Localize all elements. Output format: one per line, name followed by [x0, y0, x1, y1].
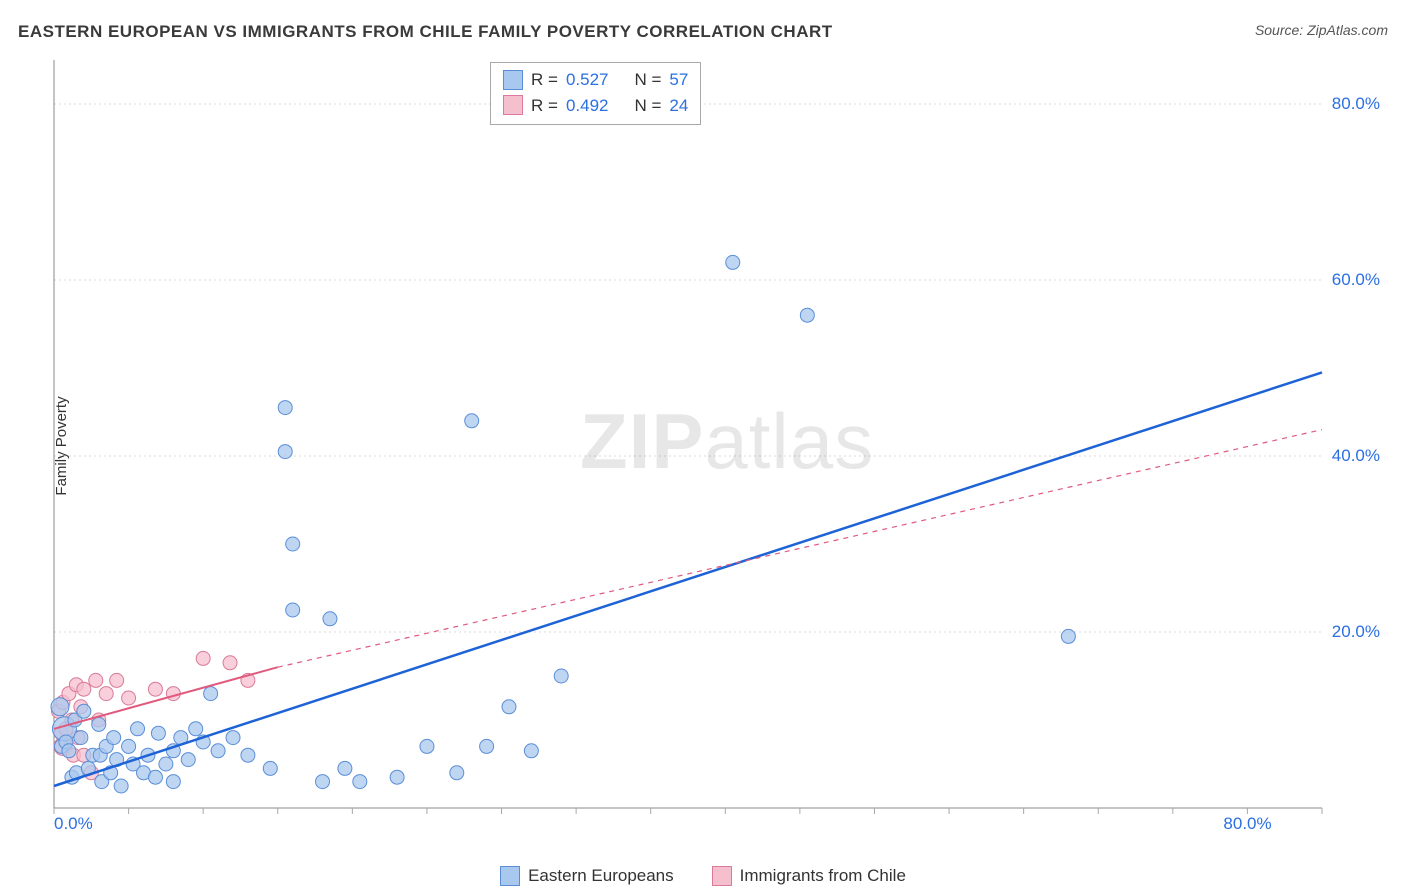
legend-label: Immigrants from Chile: [740, 866, 906, 886]
legend-item-immigrants-chile: Immigrants from Chile: [712, 866, 906, 886]
stats-legend-box: R = 0.527 N = 57 R = 0.492 N = 24: [490, 62, 701, 125]
chart-title: EASTERN EUROPEAN VS IMMIGRANTS FROM CHIL…: [18, 22, 833, 42]
y-tick-label: 80.0%: [1332, 94, 1380, 114]
stats-r-label: R =: [531, 93, 558, 119]
legend-swatch-icon: [712, 866, 732, 886]
stats-n-label: N =: [634, 67, 661, 93]
y-tick-label: 20.0%: [1332, 622, 1380, 642]
x-tick-label: 0.0%: [54, 814, 93, 834]
y-tick-label: 40.0%: [1332, 446, 1380, 466]
stats-swatch-icon: [503, 70, 523, 90]
stats-r-label: R =: [531, 67, 558, 93]
stats-r-value: 0.492: [566, 93, 609, 119]
legend-item-eastern-europeans: Eastern Europeans: [500, 866, 674, 886]
series-legend: Eastern Europeans Immigrants from Chile: [0, 866, 1406, 886]
plot-area: ZIPatlas R =0.527N =57R =0.492N =24 20.0…: [50, 56, 1380, 832]
stats-r-value: 0.527: [566, 67, 609, 93]
stats-n-value: 57: [669, 67, 688, 93]
stats-row: R = 0.527 N = 57: [503, 67, 688, 93]
x-tick-label: 80.0%: [1223, 814, 1271, 834]
source-attribution: Source: ZipAtlas.com: [1255, 22, 1388, 38]
stats-n-label: N =: [634, 93, 661, 119]
legend-label: Eastern Europeans: [528, 866, 674, 886]
stats-row: R = 0.492 N = 24: [503, 93, 688, 119]
y-tick-label: 60.0%: [1332, 270, 1380, 290]
stats-swatch-icon: [503, 95, 523, 115]
legend-swatch-icon: [500, 866, 520, 886]
scatter-svg: [50, 56, 1380, 832]
stats-n-value: 24: [669, 93, 688, 119]
